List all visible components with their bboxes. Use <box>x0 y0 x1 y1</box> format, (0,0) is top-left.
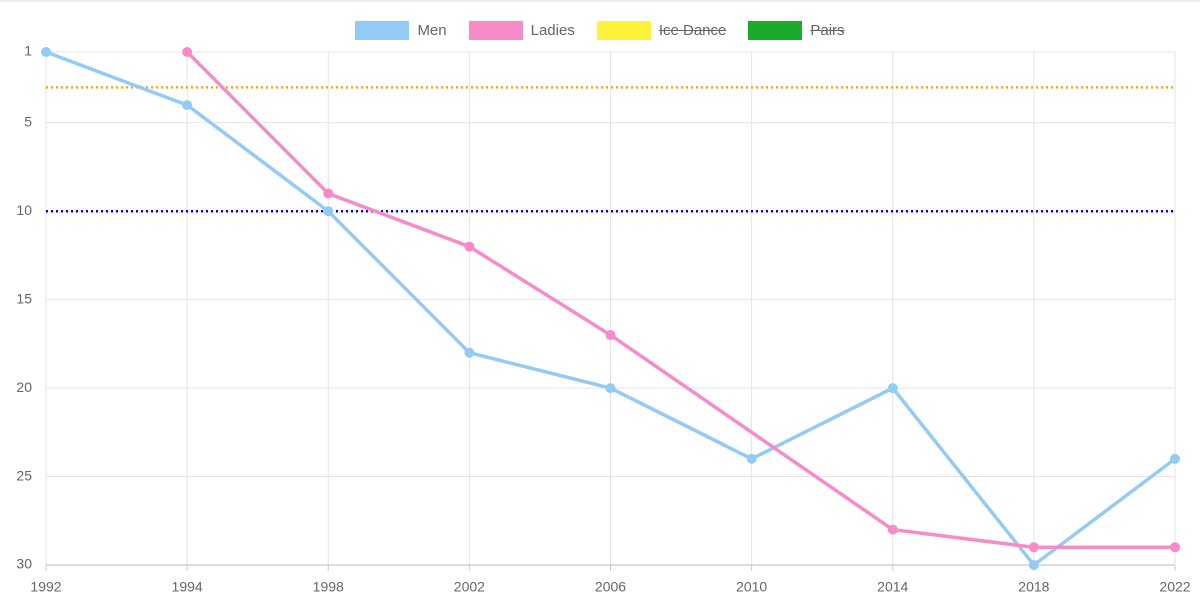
data-point <box>746 453 757 464</box>
y-tick-label: 25 <box>16 467 32 483</box>
y-tick-label: 1 <box>24 43 32 59</box>
x-tick-label: 2018 <box>1018 579 1049 595</box>
x-tick-label: 2002 <box>454 579 485 595</box>
x-tick-label: 2010 <box>736 579 767 595</box>
legend-item[interactable]: Ladies <box>468 21 575 40</box>
x-tick-label: 2014 <box>877 579 908 595</box>
y-tick-label: 20 <box>16 379 32 395</box>
legend-swatch <box>596 21 651 40</box>
data-point <box>1170 542 1180 553</box>
legend-item[interactable]: Men <box>355 21 447 40</box>
x-tick-label: 1998 <box>313 579 344 595</box>
data-point <box>887 383 898 394</box>
data-point <box>1028 560 1039 570</box>
y-tick-label: 15 <box>16 290 32 306</box>
data-point <box>182 100 193 111</box>
data-point <box>464 241 475 252</box>
x-tick-label: 2006 <box>595 579 626 595</box>
legend-swatch <box>468 21 523 40</box>
y-tick-label: 5 <box>24 113 32 129</box>
data-point <box>464 347 475 358</box>
legend-item[interactable]: Ice Dance <box>596 21 727 40</box>
y-tick-label: 10 <box>16 202 32 218</box>
x-tick-label: 1992 <box>30 579 61 595</box>
x-tick-label: 1994 <box>172 579 203 595</box>
data-point <box>182 47 193 57</box>
legend-label: Ladies <box>530 22 575 39</box>
data-point <box>1028 542 1039 553</box>
data-point <box>1170 453 1180 464</box>
data-point <box>323 188 334 199</box>
legend-label: Pairs <box>810 22 845 39</box>
y-tick-label: 30 <box>16 556 32 572</box>
legend-label: Ice Dance <box>658 22 727 39</box>
data-point <box>605 383 616 394</box>
data-point <box>605 330 616 341</box>
legend-swatch <box>355 21 410 40</box>
x-tick-label: 2022 <box>1159 579 1190 595</box>
data-point <box>41 47 51 57</box>
legend-swatch <box>748 21 803 40</box>
legend: Men Ladies Ice Dance Pairs <box>0 21 1200 40</box>
legend-item[interactable]: Pairs <box>748 21 845 40</box>
data-point <box>887 524 898 535</box>
legend-label: Men <box>417 22 447 39</box>
data-point <box>323 206 334 217</box>
